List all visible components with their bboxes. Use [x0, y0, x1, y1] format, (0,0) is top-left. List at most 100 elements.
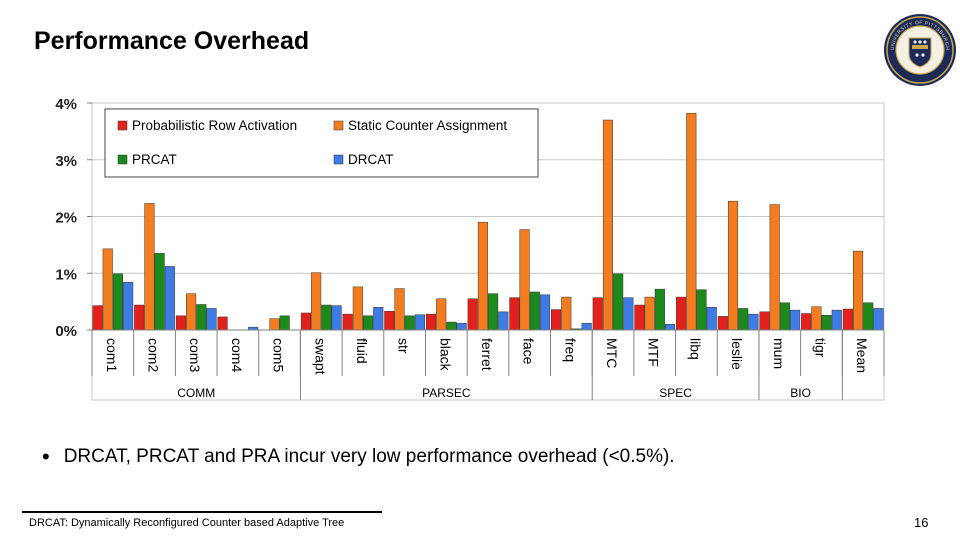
x-tick-label: MTC: [604, 338, 620, 368]
bar-prcat-com1: [112, 273, 123, 331]
bar-sca-freq: [561, 296, 572, 331]
y-tick-label: 3%: [55, 153, 77, 170]
group-label: COMM: [177, 386, 215, 400]
y-tick-label: 0%: [55, 323, 77, 340]
legend-label-pra: Probabilistic Row Activation: [132, 118, 297, 133]
bullet-point: • DRCAT, PRCAT and PRA incur very low pe…: [42, 446, 675, 468]
bar-sca-com2: [144, 203, 155, 331]
legend-swatch-drcat: [333, 154, 344, 165]
x-tick-label: mum: [771, 338, 787, 369]
legend-box: [104, 108, 539, 178]
bar-drcat-Mean: [873, 308, 884, 331]
footer-text: DRCAT: Dynamically Reconfigured Counter …: [29, 517, 345, 529]
bullet-text: DRCAT, PRCAT and PRA incur very low perf…: [63, 446, 675, 467]
bar-drcat-freq: [581, 322, 592, 331]
bar-sca-com3: [186, 293, 197, 331]
x-tick-label: str: [396, 338, 412, 354]
x-tick-label: freq: [562, 338, 578, 362]
bar-prcat-com2: [154, 253, 165, 331]
bar-drcat-face: [539, 294, 551, 331]
bar-drcat-com2: [164, 266, 175, 331]
page-number: 16: [914, 515, 929, 530]
x-tick-label: libq: [687, 338, 703, 360]
bar-prcat-face: [529, 291, 540, 331]
bar-sca-mum: [769, 204, 780, 331]
bar-sca-MTF: [644, 296, 655, 331]
legend-label-sca: Static Counter Assignment: [348, 118, 507, 133]
bar-pra-swapt: [300, 312, 312, 331]
x-tick-label: com1: [104, 338, 120, 372]
x-tick-label: black: [437, 338, 453, 372]
legend-label-drcat: DRCAT: [348, 152, 394, 167]
bar-sca-MTC: [602, 119, 614, 331]
bar-drcat-ferret: [498, 311, 509, 331]
slide-title: Performance Overhead: [34, 27, 310, 55]
y-tick-label: 1%: [55, 266, 77, 283]
bar-pra-leslie: [717, 316, 728, 331]
bar-drcat-libq: [706, 307, 717, 331]
x-tick-label: face: [521, 338, 537, 365]
x-tick-label: com3: [187, 338, 203, 372]
bar-pra-freq: [551, 309, 562, 331]
bar-drcat-mum: [790, 309, 801, 331]
bar-prcat-leslie: [738, 308, 749, 331]
bar-prcat-MTF: [654, 288, 665, 331]
bar-drcat-MTC: [623, 297, 634, 331]
legend-swatch-prcat: [117, 154, 128, 165]
footer-divider: [22, 511, 382, 513]
bar-pra-com4: [217, 316, 228, 331]
bar-pra-com3: [175, 315, 186, 331]
bar-prcat-tigr: [821, 315, 832, 331]
group-label: SPEC: [659, 386, 692, 400]
bar-pra-com1: [92, 305, 103, 331]
bar-drcat-swapt: [331, 305, 342, 331]
bar-drcat-tigr: [831, 309, 842, 331]
x-tick-label: com5: [271, 338, 287, 372]
x-tick-label: fluid: [354, 338, 370, 364]
chart-axes: 0% 1% 2% 3% 4% com1 com2 com3 com4 com5 swapt fluid…: [55, 96, 885, 400]
bar-sca-com1: [102, 248, 113, 331]
bar-pra-str: [384, 311, 395, 331]
bar-pra-tigr: [801, 313, 812, 331]
bar-pra-MTC: [592, 297, 603, 331]
bar-sca-libq: [686, 112, 697, 331]
y-tick-label: 4%: [55, 96, 77, 113]
x-tick-label: Mean: [854, 338, 870, 373]
bar-drcat-MTF: [664, 324, 676, 331]
bar-drcat-str: [414, 314, 425, 331]
bar-prcat-black: [446, 321, 457, 331]
x-tick-label: com2: [146, 338, 162, 372]
bar-sca-Mean: [853, 250, 864, 331]
bullet-icon: •: [42, 444, 50, 469]
bar-pra-face: [509, 297, 520, 331]
bar-sca-tigr: [811, 306, 822, 331]
bar-drcat-leslie: [748, 313, 759, 331]
bar-drcat-fluid: [373, 307, 384, 331]
chart-legend: Probabilistic Row Activation Static Count…: [104, 108, 539, 178]
bar-prcat-com5: [279, 315, 290, 331]
performance-overhead-chart: 0% 1% 2% 3% 4% com1 com2 com3 com4 com5 swapt fluid…: [55, 96, 885, 401]
x-tick-label: MTF: [646, 338, 662, 367]
bar-sca-ferret: [477, 221, 488, 331]
bar-prcat-fluid: [363, 315, 374, 331]
x-tick-label: com4: [229, 338, 245, 372]
bar-sca-com5: [269, 318, 280, 331]
bar-pra-ferret: [467, 298, 478, 331]
bar-prcat-ferret: [488, 293, 499, 331]
bar-drcat-com3: [206, 308, 217, 331]
bar-prcat-swapt: [321, 304, 332, 331]
legend-swatch-sca: [333, 120, 344, 131]
group-label: PARSEC: [422, 386, 471, 400]
bar-sca-black: [436, 298, 447, 331]
bar-prcat-str: [404, 315, 415, 331]
bar-pra-libq: [676, 296, 687, 331]
bar-prcat-libq: [696, 289, 707, 331]
bar-drcat-black: [456, 322, 467, 331]
bar-pra-fluid: [342, 313, 353, 331]
bar-drcat-com1: [123, 282, 134, 331]
x-tick-label: tigr: [813, 338, 829, 358]
bar-pra-com2: [134, 304, 145, 331]
bar-pra-black: [425, 313, 437, 331]
bar-prcat-com3: [196, 304, 207, 331]
legend-label-prcat: PRCAT: [132, 152, 177, 167]
